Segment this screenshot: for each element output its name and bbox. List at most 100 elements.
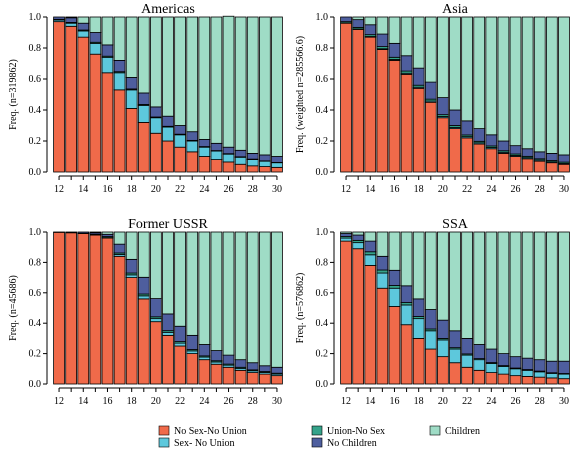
bar-segment-sex-no-union (162, 331, 174, 336)
bar-segment-no-sex-no-union (545, 162, 558, 173)
y-tick-label: 0.0 (316, 379, 329, 390)
bar-segment-sex-no-union (77, 30, 90, 38)
bar-segment-no-sex-no-union (473, 369, 486, 385)
x-tick-label: 30 (272, 396, 282, 407)
bar-segment-no-children (400, 285, 413, 303)
y-tick-label: 0.4 (316, 318, 329, 329)
bar-segment-no-children (521, 357, 534, 370)
bar-segment-children (485, 16, 498, 136)
bar-segment-children (198, 16, 211, 140)
bar-segment-no-sex-no-union (198, 156, 211, 173)
bar-segment-no-sex-no-union (364, 265, 377, 385)
y-axis-label: Freq. (n=45686) (8, 275, 19, 341)
bar-segment-sex-no-union (271, 162, 283, 168)
bar-segment-no-children (412, 298, 425, 317)
bar-segment-no-sex-no-union (186, 151, 199, 173)
y-tick-label: 0.8 (316, 257, 329, 268)
bar-segment-no-sex-no-union (449, 362, 461, 385)
bar-segment-no-children (77, 22, 90, 31)
bar-segment-no-children (162, 115, 174, 127)
bar-segment-children (246, 231, 259, 364)
bar-segment-children (113, 231, 126, 245)
legend-item-no-children: No Children (311, 437, 377, 449)
legend-item-union-no-sex: Union-No Sex (311, 425, 385, 437)
bar-segment-sex-no-union (234, 156, 247, 165)
bar-segment-children (65, 16, 78, 19)
legend-item-sex-no-union: Sex- No Union (158, 437, 235, 449)
bar-segment-no-children (461, 120, 473, 136)
bar-segment-no-children (388, 42, 401, 58)
y-axis: 0.0 0.2 0.4 0.6 0.8 1.0 (29, 227, 48, 390)
bar-segment-children (271, 231, 283, 368)
y-tick-label: 0.2 (29, 349, 42, 360)
x-tick-label: 12 (341, 184, 351, 195)
legend-item-children: Children (429, 425, 480, 437)
bar-segment-no-sex-no-union (497, 152, 510, 173)
x-tick-label: 26 (511, 184, 521, 195)
x-tick-label: 14 (365, 184, 375, 195)
bar-segment-no-children (424, 81, 437, 100)
bar-segment-children (376, 16, 389, 35)
bar-segment-children (125, 16, 138, 78)
x-tick-label: 28 (535, 396, 545, 407)
bar-segment-no-children (125, 258, 138, 274)
y-tick-label: 0.0 (29, 167, 42, 178)
bar-segment-no-sex-no-union (509, 156, 522, 173)
bar-segment-no-children (352, 19, 365, 28)
bar-segment-sex-no-union (473, 359, 486, 371)
x-tick-label: 18 (127, 396, 137, 407)
panels: Americas Freq. (n=319862) 0.0 0.2 0.4 0.6 0.8 1… (8, 2, 570, 407)
bars (53, 15, 283, 173)
bar-segment-sex-no-union (509, 368, 522, 377)
bar-segment-no-children (113, 243, 126, 254)
bar-segment-no-sex-no-union (437, 117, 449, 173)
bar-segment-no-sex-no-union (198, 359, 211, 385)
x-tick-label: 14 (365, 396, 375, 407)
x-tick-label: 30 (559, 184, 569, 195)
bar-segment-no-children (558, 360, 570, 374)
bar-segment-children (352, 16, 365, 21)
bar-segment-children (210, 16, 223, 144)
y-tick-label: 1.0 (29, 12, 42, 23)
bar-segment-sex-no-union (89, 42, 102, 55)
bar-segment-no-sex-no-union (162, 140, 174, 173)
x-tick-label: 12 (341, 396, 351, 407)
x-axis: 12 14 16 18 20 22 24 26 28 30 (341, 387, 569, 407)
legend-swatch (311, 437, 323, 448)
bar-segment-sex-no-union (485, 363, 498, 374)
x-axis: 12 14 16 18 20 22 24 26 28 30 (54, 175, 282, 195)
bar-segment-no-sex-no-union (376, 287, 389, 385)
bar-segment-children (186, 231, 199, 336)
bar-segment-children (400, 231, 413, 287)
bar-segment-no-sex-no-union (258, 166, 271, 173)
bar-segment-no-children (509, 145, 522, 155)
x-tick-label: 18 (127, 184, 137, 195)
bar-segment-no-sex-no-union (352, 28, 365, 173)
bar-segment-no-sex-no-union (234, 163, 247, 173)
bar-segment-sex-no-union (449, 348, 461, 364)
bar-segment-no-sex-no-union (521, 375, 534, 385)
bars (53, 231, 283, 385)
panel-title: Asia (442, 2, 468, 17)
bar-segment-sex-no-union (533, 371, 546, 378)
bar-segment-children (234, 16, 247, 151)
bar-segment-no-children (340, 16, 352, 23)
bar-segment-no-sex-no-union (509, 375, 522, 385)
bar-segment-children (424, 231, 437, 310)
bar-segment-no-children (174, 125, 186, 135)
x-tick-label: 28 (248, 184, 258, 195)
bar-segment-sex-no-union (545, 372, 558, 379)
bar-segment-sex-no-union (521, 369, 534, 377)
bar-segment-sex-no-union (198, 146, 211, 157)
bar-segment-sex-no-union (352, 242, 365, 250)
y-tick-label: 1.0 (29, 227, 42, 238)
bar-segment-children (150, 231, 162, 299)
bar-segment-sex-no-union (101, 56, 114, 74)
bar-segment-children (388, 231, 401, 271)
bar-segment-no-children (89, 32, 102, 43)
bar-segment-no-children (162, 313, 174, 332)
bar-segment-children (424, 16, 437, 83)
bar-segment-sex-no-union (558, 373, 570, 380)
